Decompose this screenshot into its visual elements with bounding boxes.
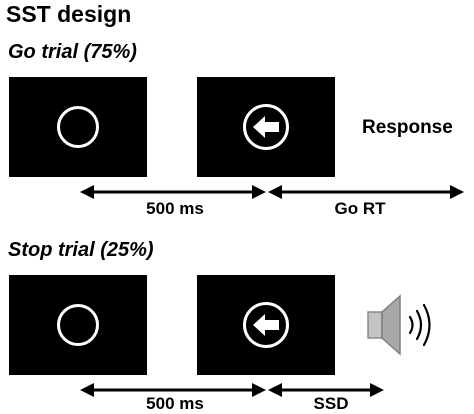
stop-fixation-screen xyxy=(9,275,147,375)
go-stimulus-screen xyxy=(197,77,335,177)
speaker-sound-icon xyxy=(367,294,431,356)
go-timeline xyxy=(80,185,464,199)
go-interval-500ms-label: 500 ms xyxy=(146,199,204,218)
go-fixation-screen xyxy=(9,77,147,177)
left-arrow-icon xyxy=(243,104,289,150)
ssd-label: SSD xyxy=(313,394,349,413)
left-arrow-icon xyxy=(243,302,289,348)
stop-trial-heading: Stop trial (25%) xyxy=(8,239,154,261)
circle-icon xyxy=(57,304,99,346)
stop-stimulus-screen xyxy=(197,275,335,375)
stop-interval-500ms-label: 500 ms xyxy=(146,394,204,413)
circle-icon xyxy=(57,106,99,148)
figure-title: SST design xyxy=(6,1,132,27)
response-label: Response xyxy=(362,117,453,138)
go-rt-label: Go RT xyxy=(334,199,386,218)
go-trial-heading: Go trial (75%) xyxy=(8,41,137,63)
stop-timeline xyxy=(80,383,384,397)
